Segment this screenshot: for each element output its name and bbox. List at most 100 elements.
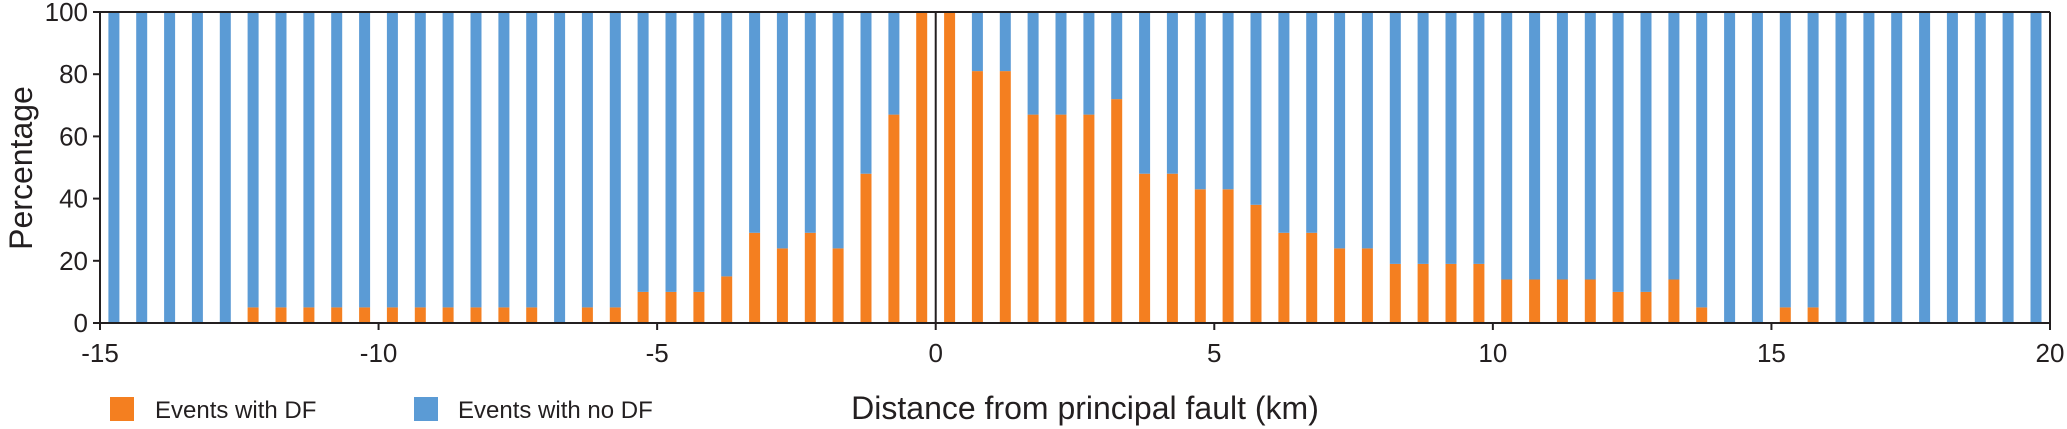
legend-label-events-with-df: Events with DF <box>155 397 316 424</box>
bar-events-with-no-df <box>1919 12 1931 323</box>
x-tick-label: -5 <box>646 338 669 368</box>
bar-events-with-no-df <box>108 12 120 323</box>
x-tick-label: -15 <box>81 338 119 368</box>
bar-events-with-no-df <box>136 12 148 323</box>
bar-events-with-no-df <box>1891 12 1903 323</box>
legend-swatch-events-with-df <box>110 397 134 421</box>
bar-events-with-no-df <box>1640 12 1652 292</box>
bar-events-with-no-df <box>860 12 872 174</box>
bar-events-with-df <box>1250 204 1262 323</box>
bar-events-with-df <box>1807 307 1819 323</box>
bar-events-with-no-df <box>888 12 900 115</box>
bar-events-with-no-df <box>1194 12 1206 190</box>
bar-events-with-df <box>1529 279 1541 323</box>
x-tick-label: 15 <box>1757 338 1786 368</box>
x-axis-title: Distance from principal fault (km) <box>851 390 1319 426</box>
bar-events-with-df <box>1139 173 1151 323</box>
bar-events-with-no-df <box>721 12 733 277</box>
bar-events-with-no-df <box>1696 12 1708 308</box>
x-tick-label: 20 <box>2036 338 2065 368</box>
bar-events-with-no-df <box>609 12 621 308</box>
bar-events-with-no-df <box>581 12 593 308</box>
bar-events-with-no-df <box>414 12 426 308</box>
bar-events-with-no-df <box>1779 12 1791 308</box>
bar-events-with-no-df <box>164 12 176 323</box>
bar-events-with-df <box>1556 279 1568 323</box>
bar-events-with-no-df <box>470 12 482 308</box>
bar-events-with-df <box>999 71 1011 323</box>
bar-events-with-no-df <box>1835 12 1847 323</box>
bar-events-with-no-df <box>1083 12 1095 115</box>
bar-events-with-df <box>1111 99 1123 323</box>
bar-events-with-df <box>944 12 956 323</box>
legend-swatch-events-with-no-df <box>414 397 438 421</box>
bar-events-with-no-df <box>1250 12 1262 205</box>
bar-events-with-df <box>1445 263 1457 323</box>
bar-events-with-no-df <box>1361 12 1373 249</box>
bar-events-with-df <box>665 291 677 323</box>
y-tick-label: 40 <box>59 184 88 214</box>
bar-events-with-df <box>303 307 315 323</box>
y-tick-label: 100 <box>45 0 88 27</box>
bar-events-with-no-df <box>275 12 287 308</box>
bar-events-with-df <box>637 291 649 323</box>
bar-events-with-df <box>916 12 928 323</box>
y-tick-label: 80 <box>59 59 88 89</box>
bar-events-with-no-df <box>1751 12 1763 323</box>
bar-events-with-no-df <box>1139 12 1151 174</box>
bar-events-with-no-df <box>526 12 538 308</box>
bars-layer <box>108 12 2042 323</box>
bar-events-with-no-df <box>1974 12 1986 323</box>
bar-events-with-df <box>1166 173 1178 323</box>
bar-events-with-no-df <box>749 12 761 233</box>
bar-events-with-df <box>1473 263 1485 323</box>
bar-events-with-no-df <box>386 12 398 308</box>
bar-events-with-no-df <box>1278 12 1290 233</box>
y-axis-title: Percentage <box>3 86 39 250</box>
bar-events-with-no-df <box>776 12 788 249</box>
bar-events-with-no-df <box>1724 12 1736 323</box>
bar-events-with-df <box>1361 248 1373 323</box>
bar-events-with-df <box>1501 279 1513 323</box>
bar-events-with-no-df <box>1334 12 1346 249</box>
bar-events-with-df <box>749 232 761 323</box>
bar-events-with-df <box>1027 114 1039 323</box>
bar-events-with-df <box>331 307 343 323</box>
bar-events-with-no-df <box>1612 12 1624 292</box>
bar-events-with-df <box>776 248 788 323</box>
bar-events-with-df <box>1612 291 1624 323</box>
bar-events-with-no-df <box>1222 12 1234 190</box>
bar-events-with-no-df <box>1946 12 1958 323</box>
y-tick-label: 60 <box>59 121 88 151</box>
bar-events-with-no-df <box>804 12 816 233</box>
bar-events-with-no-df <box>693 12 705 292</box>
bar-events-with-no-df <box>1306 12 1318 233</box>
bar-events-with-no-df <box>1529 12 1541 280</box>
x-tick-label: 10 <box>1478 338 1507 368</box>
legend: Events with DF Events with no DF <box>110 397 653 424</box>
bar-events-with-df <box>971 71 983 323</box>
bar-events-with-no-df <box>331 12 343 308</box>
bar-events-with-no-df <box>1501 12 1513 280</box>
axes-layer: -15 -10 -5 0 5 10 15 20 0 20 40 60 80 100 <box>45 0 2065 368</box>
bar-events-with-no-df <box>359 12 371 308</box>
x-tick-label: -10 <box>360 338 398 368</box>
bar-events-with-no-df <box>498 12 510 308</box>
bar-events-with-df <box>693 291 705 323</box>
bar-events-with-df <box>1779 307 1791 323</box>
bar-events-with-no-df <box>1863 12 1875 323</box>
bar-events-with-no-df <box>1055 12 1067 115</box>
bar-events-with-df <box>1417 263 1429 323</box>
y-tick-label: 0 <box>74 308 88 338</box>
bar-events-with-df <box>1194 189 1206 323</box>
bar-events-with-df <box>526 307 538 323</box>
bar-events-with-df <box>359 307 371 323</box>
bar-events-with-no-df <box>1584 12 1596 280</box>
bar-events-with-no-df <box>247 12 259 308</box>
bar-events-with-no-df <box>303 12 315 308</box>
bar-events-with-df <box>1222 189 1234 323</box>
bar-events-with-no-df <box>219 12 231 323</box>
bar-events-with-df <box>804 232 816 323</box>
